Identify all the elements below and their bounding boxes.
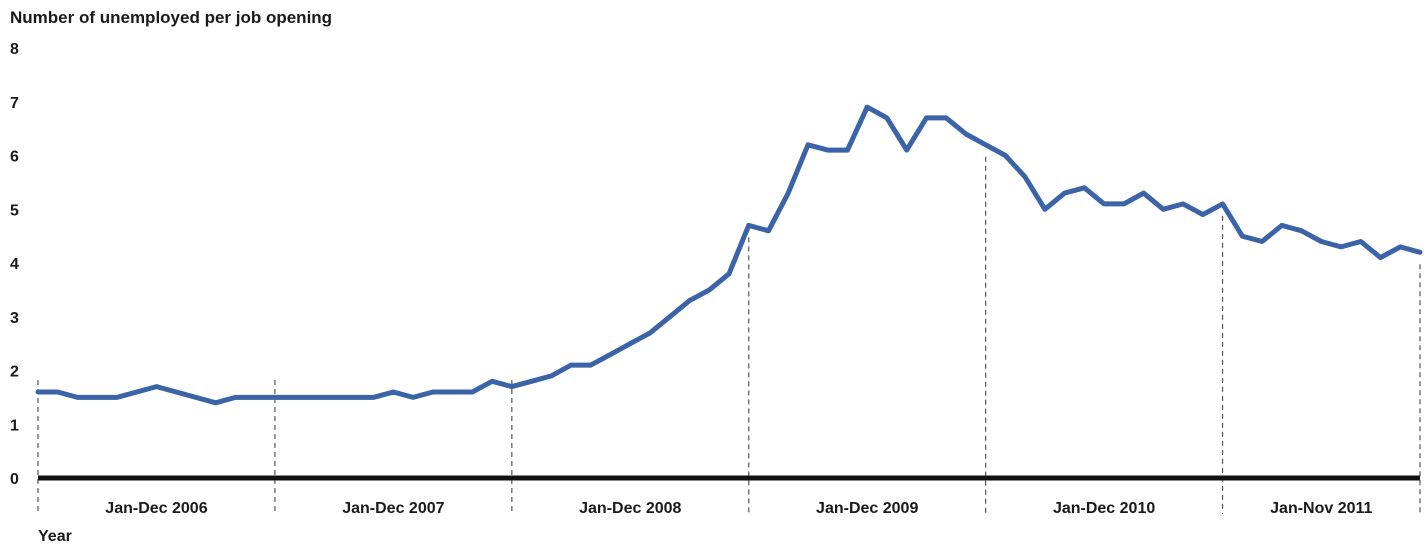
y-tick-label: 8 bbox=[10, 41, 19, 58]
x-period-label: Jan-Nov 2011 bbox=[1270, 500, 1372, 517]
y-tick-label: 3 bbox=[10, 310, 19, 327]
series-line bbox=[35, 104, 1423, 406]
y-tick-label: 0 bbox=[10, 471, 19, 488]
y-tick-label: 2 bbox=[10, 364, 19, 381]
x-period-label: Jan-Dec 2006 bbox=[105, 500, 207, 517]
y-tick-label: 4 bbox=[10, 256, 19, 273]
x-period-label: Jan-Dec 2008 bbox=[579, 500, 681, 517]
x-axis-title: Year bbox=[38, 528, 72, 545]
y-tick-label: 7 bbox=[10, 95, 19, 112]
x-period-label: Jan-Dec 2010 bbox=[1053, 500, 1155, 517]
y-tick-label: 1 bbox=[10, 417, 19, 434]
x-period-label: Jan-Dec 2009 bbox=[816, 500, 918, 517]
x-period-label: Jan-Dec 2007 bbox=[342, 500, 444, 517]
y-tick-label: 5 bbox=[10, 202, 19, 219]
y-axis-title: Number of unemployed per job opening bbox=[10, 8, 333, 27]
y-tick-label: 6 bbox=[10, 149, 19, 166]
